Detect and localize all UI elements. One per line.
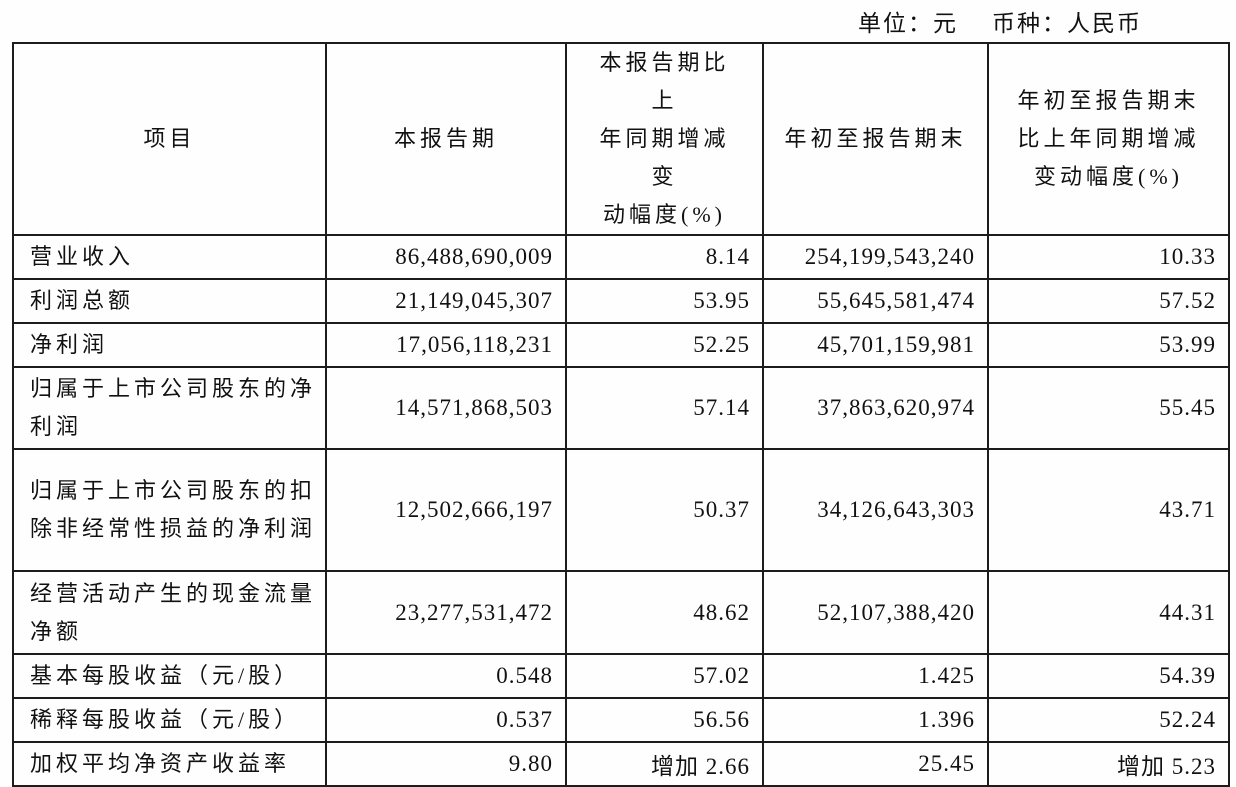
unit-label: 单位：元 xyxy=(858,11,958,36)
cell-item: 经营活动产生的现金流量净额 xyxy=(12,570,327,655)
cell-current-period: 0.548 xyxy=(325,653,567,699)
table-row: 加权平均净资产收益率 9.80 增加 2.66 25.45 增加 5.23 xyxy=(12,741,1230,787)
cell-current-change: 57.14 xyxy=(565,366,764,450)
table-row: 净利润 17,056,118,231 52.25 45,701,159,981 … xyxy=(12,322,1230,368)
cell-item: 净利润 xyxy=(12,322,327,368)
cell-ytd-change: 54.39 xyxy=(987,653,1230,699)
table-row: 营业收入 86,488,690,009 8.14 254,199,543,240… xyxy=(12,234,1230,280)
cell-current-change: 53.95 xyxy=(565,278,764,324)
cell-item: 归属于上市公司股东的扣除非经常性损益的净利润 xyxy=(12,448,327,572)
cell-current-period: 9.80 xyxy=(325,741,567,787)
column-header-current-period-change: 本报告期比上 年同期增减变 动幅度(%) xyxy=(565,42,764,236)
currency-label: 币种：人民币 xyxy=(992,11,1142,36)
cell-item: 基本每股收益（元/股） xyxy=(12,653,327,699)
cell-current-change: 56.56 xyxy=(565,697,764,743)
cell-ytd-change: 55.45 xyxy=(987,366,1230,450)
cell-current-change: 52.25 xyxy=(565,322,764,368)
cell-ytd: 25.45 xyxy=(762,741,989,787)
cell-item: 归属于上市公司股东的净利润 xyxy=(12,366,327,450)
table-row: 归属于上市公司股东的净利润 14,571,868,503 57.14 37,86… xyxy=(12,366,1230,450)
cell-item: 加权平均净资产收益率 xyxy=(12,741,327,787)
cell-ytd-change: 57.52 xyxy=(987,278,1230,324)
table-row: 经营活动产生的现金流量净额 23,277,531,472 48.62 52,10… xyxy=(12,570,1230,655)
unit-currency-note: 单位：元 币种：人民币 xyxy=(858,4,1142,38)
cell-current-period: 23,277,531,472 xyxy=(325,570,567,655)
cell-current-change: 48.62 xyxy=(565,570,764,655)
cell-ytd-change: 53.99 xyxy=(987,322,1230,368)
cell-current-period: 21,149,045,307 xyxy=(325,278,567,324)
cell-current-change: 8.14 xyxy=(565,234,764,280)
table-row: 基本每股收益（元/股） 0.548 57.02 1.425 54.39 xyxy=(12,653,1230,699)
cell-current-change: 50.37 xyxy=(565,448,764,572)
column-header-ytd: 年初至报告期末 xyxy=(762,42,989,236)
cell-item: 营业收入 xyxy=(12,234,327,280)
cell-ytd-change: 44.31 xyxy=(987,570,1230,655)
column-header-current-period: 本报告期 xyxy=(325,42,567,236)
cell-current-change: 57.02 xyxy=(565,653,764,699)
cell-current-period: 86,488,690,009 xyxy=(325,234,567,280)
cell-ytd: 52,107,388,420 xyxy=(762,570,989,655)
table-row: 归属于上市公司股东的扣除非经常性损益的净利润 12,502,666,197 50… xyxy=(12,448,1230,572)
cell-item: 稀释每股收益（元/股） xyxy=(12,697,327,743)
cell-ytd-change: 43.71 xyxy=(987,448,1230,572)
cell-ytd-change: 10.33 xyxy=(987,234,1230,280)
column-header-ytd-change: 年初至报告期末 比上年同期增减 变动幅度(%) xyxy=(987,42,1230,236)
table-row: 利润总额 21,149,045,307 53.95 55,645,581,474… xyxy=(12,278,1230,324)
cell-current-period: 0.537 xyxy=(325,697,567,743)
cell-ytd-change: 增加 5.23 xyxy=(987,741,1230,787)
cell-current-period: 14,571,868,503 xyxy=(325,366,567,450)
cell-ytd: 37,863,620,974 xyxy=(762,366,989,450)
cell-ytd: 254,199,543,240 xyxy=(762,234,989,280)
cell-ytd: 1.396 xyxy=(762,697,989,743)
cell-item: 利润总额 xyxy=(12,278,327,324)
cell-ytd: 1.425 xyxy=(762,653,989,699)
cell-ytd: 55,645,581,474 xyxy=(762,278,989,324)
cell-current-period: 17,056,118,231 xyxy=(325,322,567,368)
financial-summary-table: 项目 本报告期 本报告期比上 年同期增减变 动幅度(%) 年初至报告期末 年初至… xyxy=(12,42,1230,787)
cell-current-change: 增加 2.66 xyxy=(565,741,764,787)
header-row: 项目 本报告期 本报告期比上 年同期增减变 动幅度(%) 年初至报告期末 年初至… xyxy=(12,42,1230,236)
table-row: 稀释每股收益（元/股） 0.537 56.56 1.396 52.24 xyxy=(12,697,1230,743)
cell-ytd-change: 52.24 xyxy=(987,697,1230,743)
cell-current-period: 12,502,666,197 xyxy=(325,448,567,572)
cell-ytd: 45,701,159,981 xyxy=(762,322,989,368)
cell-ytd: 34,126,643,303 xyxy=(762,448,989,572)
column-header-item: 项目 xyxy=(12,42,327,236)
